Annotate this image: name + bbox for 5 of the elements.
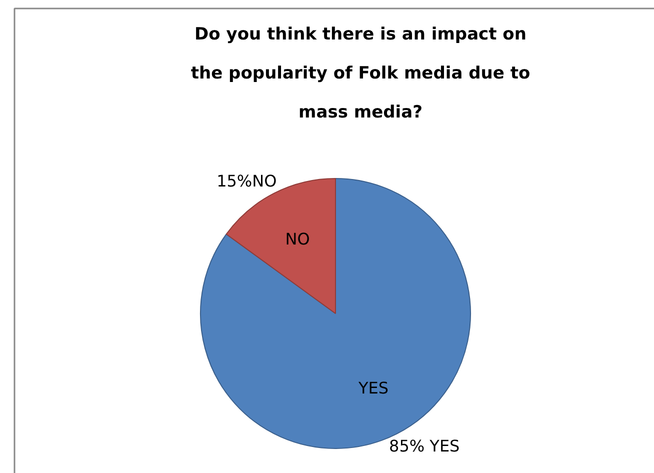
chart-title: Do you think there is an impact on the popularity of Folk media due to mass media? [190,24,530,122]
slice-label: YES [357,378,389,398]
data-label: 15%NO [216,172,277,191]
data-label: 85% YES [389,436,460,456]
slice-label: NO [285,229,310,248]
